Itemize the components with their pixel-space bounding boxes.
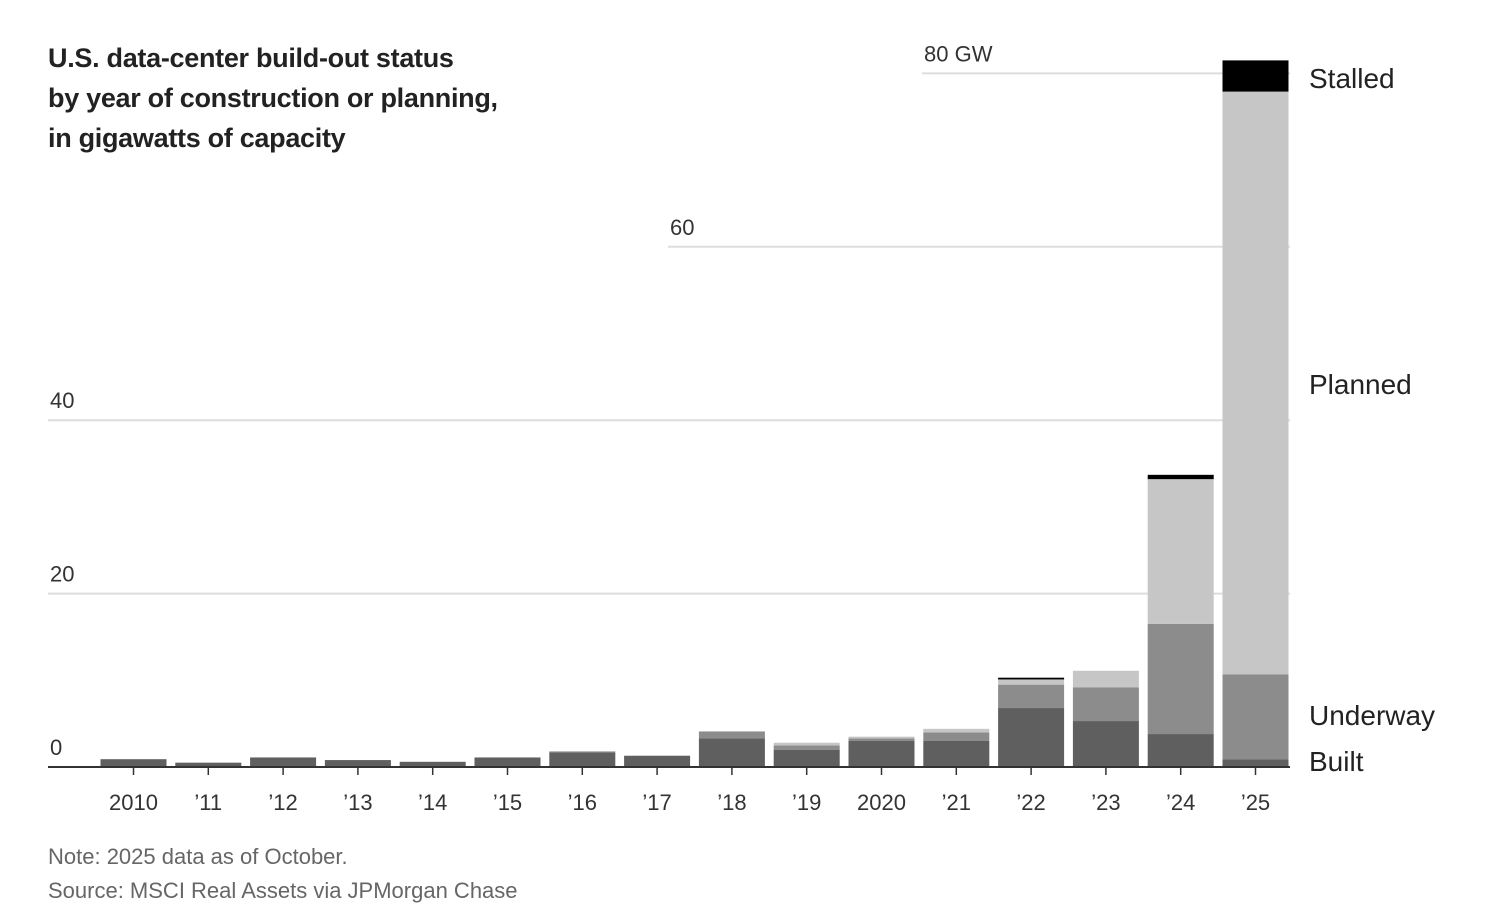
x-tick-label-4: ’14 (418, 790, 447, 815)
x-tick-label-8: ’18 (717, 790, 746, 815)
bar-built-4 (399, 761, 466, 767)
y-tick-label-40: 40 (50, 388, 74, 413)
bar-built-9 (773, 749, 840, 767)
y-tick-label-0: 0 (50, 735, 62, 760)
x-tick-label-1: ’11 (194, 790, 222, 815)
bar-built-15 (1222, 759, 1289, 767)
bar-planned-13 (1072, 670, 1139, 688)
bar-underway-11 (923, 732, 990, 741)
title-line-3: in gigawatts of capacity (48, 123, 346, 153)
bar-planned-11 (923, 728, 990, 733)
bar-built-14 (1147, 734, 1214, 767)
bar-built-11 (923, 740, 990, 767)
bar-stalled-12 (998, 677, 1065, 680)
x-tick-label-15: ’25 (1241, 790, 1270, 815)
bar-built-1 (175, 762, 242, 767)
bar-planned-9 (773, 742, 840, 746)
y-tick-label-20: 20 (50, 562, 74, 587)
bar-built-8 (698, 738, 765, 767)
x-tick-label-0: 2010 (109, 790, 158, 815)
x-tick-label-11: ’21 (942, 790, 971, 815)
bar-underway-10 (848, 738, 915, 741)
x-tick-label-14: ’24 (1166, 790, 1195, 815)
x-tick-label-10: 2020 (857, 790, 906, 815)
bar-stalled-14 (1147, 474, 1214, 480)
x-tick-label-2: ’12 (268, 790, 297, 815)
bar-underway-15 (1222, 674, 1289, 760)
series-label-planned: Planned (1309, 369, 1412, 400)
bar-built-6 (549, 752, 616, 767)
title-line-1: U.S. data-center build-out status (48, 43, 454, 73)
x-tick-label-3: ’13 (343, 790, 372, 815)
bar-planned-10 (848, 736, 915, 739)
bar-underway-14 (1147, 623, 1214, 735)
series-label-built: Built (1309, 746, 1364, 777)
bar-built-10 (848, 740, 915, 767)
bar-planned-15 (1222, 91, 1289, 675)
bar-underway-6 (549, 751, 616, 753)
bar-stalled-15 (1222, 60, 1289, 92)
x-tick-label-7: ’17 (642, 790, 671, 815)
series-label-underway: Underway (1309, 700, 1435, 731)
chart-note: Note: 2025 data as of October. (48, 844, 348, 869)
series-label-stalled: Stalled (1309, 63, 1395, 94)
x-tick-label-12: ’22 (1016, 790, 1045, 815)
bar-built-0 (100, 759, 167, 767)
bar-underway-8 (698, 731, 765, 739)
bar-built-5 (474, 757, 541, 767)
x-tick-label-13: ’23 (1091, 790, 1120, 815)
bar-built-12 (998, 708, 1065, 767)
chart-title: U.S. data-center build-out status by yea… (48, 38, 608, 158)
title-line-2: by year of construction or planning, (48, 83, 498, 113)
x-tick-label-5: ’15 (493, 790, 522, 815)
chart-source: Source: MSCI Real Assets via JPMorgan Ch… (48, 878, 518, 903)
bar-planned-12 (998, 679, 1065, 685)
chart-footer: Note: 2025 data as of October. Source: M… (48, 840, 518, 908)
bar-planned-14 (1147, 479, 1214, 624)
bar-built-2 (250, 757, 317, 767)
y-tick-label-80: 80 GW (924, 41, 993, 66)
bar-underway-9 (773, 745, 840, 750)
y-tick-label-60: 60 (670, 215, 694, 240)
bar-built-7 (624, 755, 691, 767)
bar-built-13 (1072, 721, 1139, 767)
x-tick-label-9: ’19 (792, 790, 821, 815)
bar-underway-13 (1072, 687, 1139, 722)
bar-built-3 (324, 760, 391, 767)
x-tick-label-6: ’16 (568, 790, 597, 815)
bar-underway-12 (998, 684, 1065, 709)
